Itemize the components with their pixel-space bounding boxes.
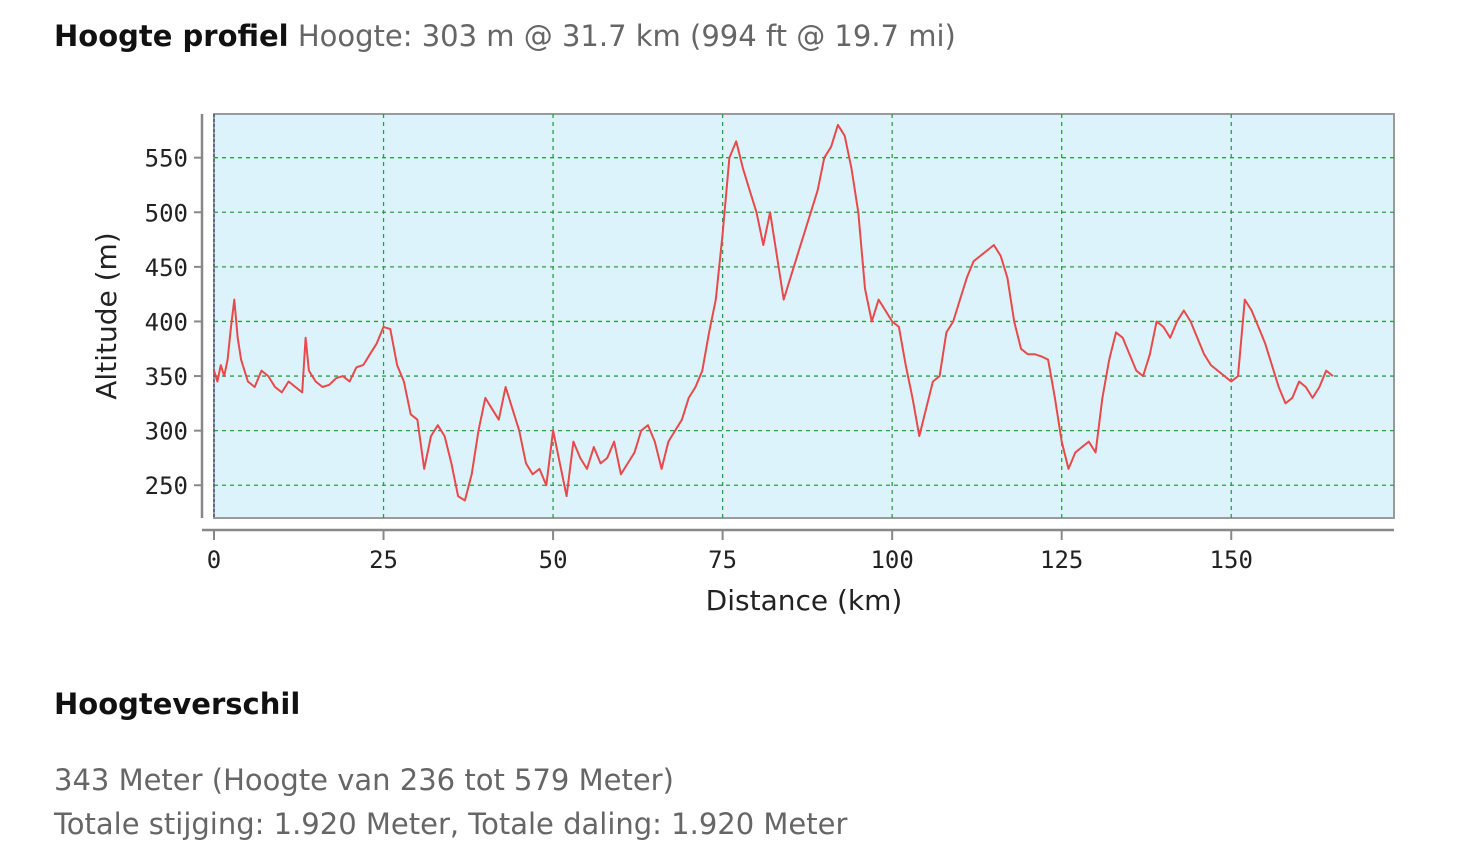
y-tick-label: 300 [145, 418, 188, 446]
y-tick-label: 400 [145, 308, 188, 336]
elevation-range-text: 343 Meter (Hoogte van 236 tot 579 Meter) [54, 763, 674, 797]
x-tick-label: 75 [708, 546, 737, 574]
altitude-series-line [213, 123, 1334, 502]
elevation-profile-header: Hoogte profiel Hoogte: 303 m @ 31.7 km (… [54, 16, 956, 56]
grid-lines [214, 114, 1394, 518]
elevation-chart: 0 25 50 75 100 125 150 250 300 350 400 450 500 550 Di… [90, 113, 1395, 617]
plot-area [213, 113, 1395, 519]
y-tick-label: 550 [145, 145, 188, 173]
x-axis-label: Distance (km) [706, 584, 903, 617]
elevation-difference-title: Hoogteverschil [54, 687, 301, 721]
y-tick-label: 450 [145, 254, 188, 282]
y-axis-label: Altitude (m) [90, 232, 123, 399]
x-tick-label: 25 [369, 546, 398, 574]
profile-title: Hoogte profiel [54, 19, 289, 53]
series-group [213, 123, 1334, 502]
tick-marks: 0 25 50 75 100 125 150 250 300 350 400 450 500 550 [145, 145, 1253, 574]
y-tick-label: 350 [145, 363, 188, 391]
x-tick-label: 100 [870, 546, 913, 574]
x-tick-label: 0 [207, 546, 221, 574]
total-ascent-descent-text: Totale stijging: 1.920 Meter, Totale dal… [54, 807, 848, 841]
y-tick-label: 500 [145, 199, 188, 227]
x-tick-label: 50 [539, 546, 568, 574]
elevation-readout: Hoogte: 303 m @ 31.7 km (994 ft @ 19.7 m… [297, 19, 956, 53]
y-tick-label: 250 [145, 472, 188, 500]
x-tick-label: 125 [1040, 546, 1083, 574]
x-tick-label: 150 [1210, 546, 1253, 574]
axes [200, 114, 1394, 532]
